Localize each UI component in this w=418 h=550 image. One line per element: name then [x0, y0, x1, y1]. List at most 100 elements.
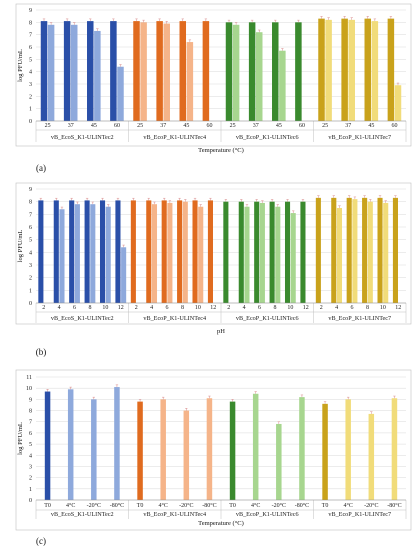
chart2-category-label: -20°C: [364, 502, 378, 509]
chart1-bar: [367, 201, 373, 303]
chart0-group-label: vB_EcoP_K1-ULINTec7: [328, 134, 391, 141]
chart0-category-label: 37: [253, 123, 259, 129]
chart0-category-label: 60: [391, 123, 397, 129]
chart2-bar: [183, 410, 190, 500]
chart1-bar: [121, 247, 127, 303]
chart1-ytick-label: 2: [29, 276, 32, 282]
chart1-bar: [151, 204, 158, 303]
chart1-category-label: 2: [42, 305, 45, 311]
chart0-bar: [40, 21, 48, 122]
chart1-category-label: 6: [73, 305, 76, 311]
chart0-bar: [232, 24, 240, 121]
chart0-bar: [110, 21, 117, 122]
chart1-xlabel: pH: [217, 328, 225, 335]
chart1-panel-label: (b): [36, 347, 47, 357]
chart1-category-label: 4: [150, 305, 153, 311]
chart1-bar: [207, 200, 213, 303]
chart2-category-label: 4°C: [66, 502, 75, 509]
chart0-bar: [255, 32, 263, 122]
chart1-bar: [377, 197, 383, 303]
chart0-bar: [163, 23, 170, 121]
chart2-xlabel: Temperature (°C): [198, 520, 244, 527]
chart1-category-label: 12: [210, 305, 216, 311]
chart2-ytick-label: 11: [26, 375, 32, 381]
chart0-bar: [186, 42, 194, 121]
chart2-category-label: 4°C: [343, 502, 352, 509]
chart1-ytick-label: 1: [29, 288, 32, 294]
chart0-ytick-label: 8: [29, 20, 32, 26]
chart1-bar: [198, 206, 204, 303]
chart1-bar: [84, 200, 90, 303]
chart0-category-label: 45: [91, 123, 97, 129]
chart0-group-label: vB_EcoP_K1-ULINTec6: [236, 134, 299, 141]
chart0-xlabel: Temperature (°C): [198, 147, 244, 154]
chart0-ytick-label: 6: [29, 45, 32, 51]
chart2-bar: [160, 399, 166, 500]
chart2-ytick-label: 5: [29, 442, 32, 448]
chart1-ytick-label: 3: [29, 263, 32, 269]
chart0-ytick-label: 0: [29, 119, 32, 125]
chart1-bar: [259, 202, 265, 303]
chart1-bar: [130, 200, 136, 303]
chart1-bar: [177, 200, 183, 303]
chart1-bar: [238, 201, 244, 303]
chart2-category-label: T0: [322, 503, 329, 509]
chart0-category-label: 60: [299, 123, 305, 129]
chart1-bar: [362, 197, 368, 303]
chart1-category-label: 10: [195, 305, 201, 311]
chart1-bar: [331, 197, 337, 303]
chart0-category-label: 37: [160, 123, 166, 129]
chart1-category-label: 2: [227, 305, 230, 311]
chart0-category-label: 25: [137, 123, 143, 129]
chart2-ytick-label: 2: [29, 476, 32, 482]
chart1-category-label: 10: [287, 305, 293, 311]
chart0-bar: [272, 22, 279, 121]
chart0-ytick-label: 9: [29, 8, 32, 14]
chart0-bar: [117, 66, 124, 121]
chart1-category-label: 4: [58, 305, 61, 311]
chart0-category-label: 25: [230, 123, 236, 129]
chart2-group-label: vB_EcoS_K1-ULINTec2: [51, 511, 114, 518]
chart0-category-label: 25: [322, 123, 328, 129]
chart1-bar: [146, 200, 152, 303]
chart2-bar: [229, 401, 236, 500]
chart0-bar: [248, 22, 256, 121]
chart1-bar: [99, 200, 106, 303]
chart2-bar: [299, 397, 305, 500]
chart0-ylabel: log PFU/mL: [17, 49, 24, 82]
chart0-bar: [87, 21, 94, 122]
chart1-bar: [115, 200, 121, 303]
chart2-ytick-label: 9: [29, 397, 32, 403]
chart2-category-label: 4°C: [251, 502, 260, 509]
chart2-ytick-label: 4: [29, 453, 32, 459]
chart1-category-label: 4: [243, 305, 246, 311]
chart0-group-label: vB_EcoS_K1-ULINTec2: [51, 134, 114, 141]
chart0-bar: [394, 85, 402, 121]
chart1-category-label: 12: [395, 305, 401, 311]
chart2-bar: [114, 387, 120, 500]
chart0-bar: [279, 50, 286, 122]
chart2-category-label: -20°C: [87, 502, 101, 509]
chart0-bar: [63, 21, 71, 122]
chart1-category-label: 2: [135, 305, 138, 311]
chart1-bar: [392, 197, 398, 303]
chart0-bar: [371, 21, 379, 122]
chart1-category-label: 2: [320, 305, 323, 311]
chart2-category-label: T0: [229, 503, 236, 509]
chart0-bar: [94, 30, 101, 121]
chart2-bar: [67, 389, 74, 500]
chart2-category-label: T0: [44, 503, 51, 509]
chart1-ytick-label: 0: [29, 301, 32, 307]
chart2-category-label: -80°C: [387, 502, 401, 509]
chart0-bar: [47, 24, 55, 121]
chart1-category-label: 12: [303, 305, 309, 311]
chart2-bar: [91, 399, 97, 500]
chart1-bar: [290, 213, 296, 303]
chart0-bar: [133, 21, 140, 122]
chart0-category-label: 45: [183, 123, 189, 129]
chart1-bar: [315, 197, 321, 303]
chart1-bar: [90, 204, 96, 303]
chart0-bar: [295, 22, 302, 121]
